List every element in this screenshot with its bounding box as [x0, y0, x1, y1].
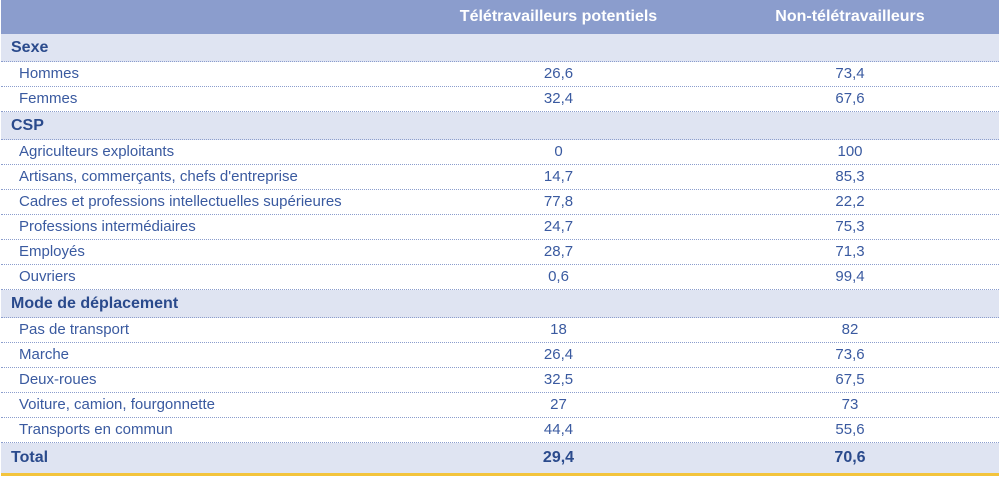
- row-value-b: 99,4: [835, 268, 865, 285]
- row-label: Pas de transport: [19, 321, 130, 338]
- table-row: Voiture, camion, fourgonnette 27 73: [1, 393, 999, 418]
- row-label: Professions intermédiaires: [19, 218, 196, 235]
- row-label: Femmes: [19, 90, 78, 107]
- total-row: Total 29,4 70,6: [1, 443, 999, 473]
- row-value-b: 75,3: [835, 218, 865, 235]
- row-label: Transports en commun: [19, 421, 173, 438]
- row-value-a: 26,6: [543, 65, 574, 82]
- table-row: Artisans, commerçants, chefs d'entrepris…: [1, 165, 999, 190]
- table-row: Marche 26,4 73,6: [1, 343, 999, 368]
- data-table: Télétravailleurs potentiels Non-télétrav…: [1, 0, 999, 476]
- table-row: Employés 28,7 71,3: [1, 240, 999, 265]
- table-row: Deux-roues 32,5 67,5: [1, 368, 999, 393]
- accent-bar: [1, 473, 999, 476]
- row-label: Marche: [19, 346, 70, 363]
- group-title-mode-deplacement: Mode de déplacement: [1, 290, 999, 318]
- row-value-a: 77,8: [543, 193, 574, 210]
- table-row: Ouvriers 0,6 99,4: [1, 265, 999, 290]
- row-value-a: 26,4: [543, 346, 574, 363]
- header-non-teletravailleurs: Non-télétravailleurs: [775, 8, 925, 25]
- row-value-b: 67,5: [835, 371, 865, 388]
- table-row: Cadres et professions intellectuelles su…: [1, 190, 999, 215]
- row-value-b: 67,6: [835, 90, 865, 107]
- header-teletravailleurs: Télétravailleurs potentiels: [459, 8, 658, 25]
- row-value-b: 73,4: [835, 65, 865, 82]
- table-row: Professions intermédiaires 24,7 75,3: [1, 215, 999, 240]
- row-label: Artisans, commerçants, chefs d'entrepris…: [19, 168, 298, 185]
- row-value-a: 24,7: [543, 218, 574, 235]
- row-value-a: 0,6: [548, 268, 569, 285]
- row-value-b: 73,6: [835, 346, 865, 363]
- group-title-sexe: Sexe: [1, 34, 999, 62]
- table-row: Femmes 32,4 67,6: [1, 87, 999, 112]
- row-label: Agriculteurs exploitants: [19, 143, 175, 160]
- row-value-b: 55,6: [835, 421, 865, 438]
- total-label: Total: [11, 449, 49, 466]
- group-title-csp: CSP: [1, 112, 999, 140]
- row-value-b: 22,2: [835, 193, 865, 210]
- row-value-a: 32,5: [543, 371, 574, 388]
- row-value-a: 44,4: [543, 421, 574, 438]
- row-value-b: 100: [837, 143, 863, 160]
- row-value-b: 85,3: [835, 168, 865, 185]
- row-value-b: 73: [841, 396, 859, 413]
- row-value-a: 14,7: [543, 168, 574, 185]
- row-value-b: 71,3: [835, 243, 865, 260]
- total-value-a: 29,4: [542, 449, 575, 466]
- row-label: Cadres et professions intellectuelles su…: [19, 193, 342, 210]
- table-row: Pas de transport 18 82: [1, 318, 999, 343]
- table-row: Agriculteurs exploitants 0 100: [1, 140, 999, 165]
- table-header: Télétravailleurs potentiels Non-télétrav…: [1, 0, 999, 34]
- row-label: Voiture, camion, fourgonnette: [19, 396, 215, 413]
- row-label: Deux-roues: [19, 371, 97, 388]
- row-value-a: 0: [554, 143, 563, 160]
- row-label: Employés: [19, 243, 85, 260]
- row-value-b: 82: [841, 321, 859, 338]
- row-value-a: 27: [550, 396, 567, 413]
- row-value-a: 18: [550, 321, 567, 338]
- table-row: Transports en commun 44,4 55,6: [1, 418, 999, 443]
- total-value-b: 70,6: [834, 449, 866, 466]
- row-label: Ouvriers: [19, 268, 76, 285]
- row-value-a: 28,7: [543, 243, 574, 260]
- row-value-a: 32,4: [543, 90, 574, 107]
- row-label: Hommes: [19, 65, 80, 82]
- table-row: Hommes 26,6 73,4: [1, 62, 999, 87]
